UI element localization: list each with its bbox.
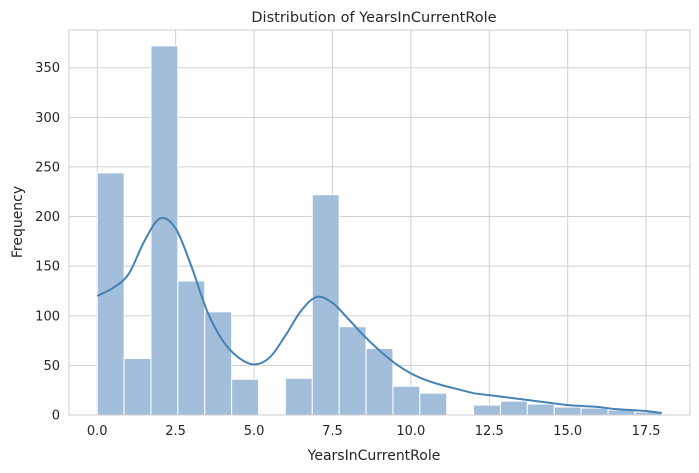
x-tick-label: 10.0 — [396, 424, 425, 439]
plot-frame — [68, 29, 691, 416]
y-tick-label: 250 — [35, 160, 60, 175]
y-axis-label: Frequency — [10, 186, 26, 258]
chart-title: Distribution of YearsInCurrentRole — [251, 10, 496, 26]
histogram-bar — [204, 311, 233, 416]
histogram-bar — [123, 357, 152, 416]
y-tick-label: 150 — [35, 260, 60, 275]
x-tick-label: 17.5 — [632, 424, 661, 439]
histogram-bar — [473, 404, 501, 416]
histogram-bar — [419, 392, 448, 416]
histogram-bar — [392, 385, 421, 416]
histogram-bar — [580, 407, 609, 416]
histogram-bar — [150, 45, 179, 416]
x-tick-labels: 0.0 2.5 5.0 7.5 10.0 12.5 15.0 17.5 — [87, 424, 661, 439]
y-tick-label: 300 — [35, 111, 60, 126]
x-tick-label: 12.5 — [475, 424, 504, 439]
x-tick-label: 5.0 — [244, 424, 265, 439]
y-tick-label: 50 — [43, 359, 60, 374]
histogram-bar — [284, 377, 313, 416]
kde-curve — [96, 217, 662, 415]
x-tick-label: 0.0 — [87, 424, 108, 439]
y-tick-label: 350 — [35, 61, 60, 76]
histogram-bar — [526, 403, 555, 416]
x-tick-label: 2.5 — [165, 424, 186, 439]
y-tick-label: 100 — [35, 309, 60, 324]
y-tick-label: 200 — [35, 210, 60, 225]
histogram-bars — [96, 45, 663, 416]
y-tick-label: 0 — [52, 409, 60, 424]
histogram-bar — [499, 400, 528, 416]
x-tick-label: 7.5 — [322, 424, 343, 439]
histogram-bar — [553, 406, 582, 416]
histogram-bar — [338, 326, 367, 416]
histogram-bar — [365, 348, 394, 416]
y-tick-labels: 0 50 100 150 200 250 300 350 — [35, 61, 60, 423]
x-axis-label: YearsInCurrentRole — [307, 448, 441, 464]
histogram-bar — [177, 280, 206, 416]
histogram-bar — [231, 378, 260, 416]
x-tick-label: 15.0 — [553, 424, 582, 439]
